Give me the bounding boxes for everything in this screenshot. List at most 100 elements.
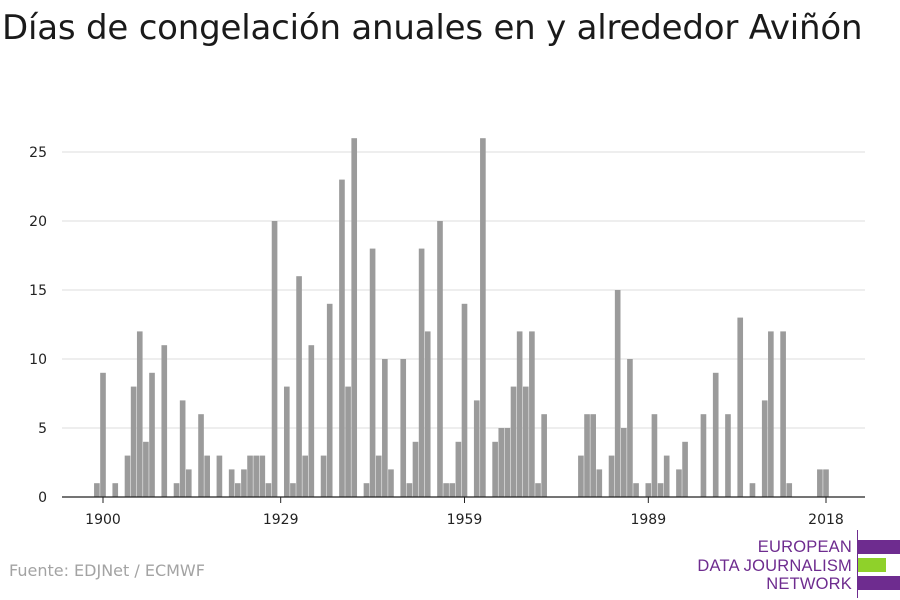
logo-line-3: NETWORK [766,575,852,593]
logo-divider [857,530,858,598]
bar [198,414,204,497]
bar [768,331,774,497]
bar [143,441,149,497]
bar [584,414,590,497]
bar [492,441,498,497]
logo-line-1: EUROPEAN [757,538,852,556]
bar [265,483,272,497]
bar [271,221,278,497]
y-tick-label: 10 [29,352,47,368]
bar [136,331,143,497]
bar [473,400,480,497]
y-tick-label: 0 [38,490,47,506]
bar [510,386,517,497]
bar [455,441,462,497]
bar [418,248,425,497]
bar [412,441,419,497]
bar [461,303,468,497]
bar [657,483,664,497]
bar [424,331,431,497]
bar [725,414,731,497]
bar [437,221,443,497]
bar [633,483,639,497]
bar [296,276,302,497]
bar [100,372,106,497]
bar [516,331,523,497]
bar [320,455,327,497]
bar [529,331,535,497]
bar [185,469,192,497]
x-tick-label: 1989 [630,512,666,528]
logo-bar-top [858,540,900,554]
bar [388,469,394,497]
x-tick-label: 2018 [808,512,844,528]
bar [382,359,388,497]
bar [749,483,756,497]
bar [608,455,615,497]
bar [651,414,658,497]
y-tick-label: 15 [29,283,47,299]
bar [823,469,829,497]
bar [94,483,100,497]
bar [259,455,266,497]
bar [590,414,596,497]
bar [663,455,670,497]
bars-group [94,138,829,497]
bar [247,455,253,497]
bar [290,483,296,497]
bar [761,400,768,497]
bar [535,483,541,497]
bar [326,303,333,497]
bar [541,414,547,497]
bar [400,359,407,497]
bar [130,386,137,497]
logo-bar-middle [858,558,886,572]
bar [241,469,247,497]
bar [253,455,259,497]
bar [173,483,180,497]
bar [363,483,370,497]
bar [627,359,633,497]
bar [406,483,413,497]
edjnet-logo: EUROPEAN DATA JOURNALISM NETWORK [697,530,900,598]
y-tick-label: 20 [29,214,47,230]
bar [614,290,621,497]
bar [712,372,719,497]
logo-line-2: DATA JOURNALISM [697,556,852,575]
y-tick-label: 5 [38,421,47,437]
bar [283,386,290,497]
bar [308,345,315,497]
bar [302,455,309,497]
bar [578,455,584,497]
bar [786,483,793,497]
bar [676,469,682,497]
bar [449,483,456,497]
bar [161,345,168,497]
bar [149,372,155,497]
bar [700,414,707,497]
axes-group: 0 5 10 15 20 25 1900 1929 1959 1989 2018 [29,145,865,528]
bar [351,138,358,497]
bar [780,331,786,497]
x-tick-label: 1929 [263,512,299,528]
bar [339,179,345,497]
bar [443,483,449,497]
bar [504,428,511,497]
bar [596,469,603,497]
source-note: Fuente: EDJNet / ECMWF [9,561,205,580]
bar [480,138,486,497]
bar [124,455,131,497]
bar [228,469,235,497]
bar [737,317,744,497]
bar [522,386,529,497]
chart-title: Días de congelación anuales en y alreded… [2,8,863,48]
bar [817,469,823,497]
bar [620,428,627,497]
bar [204,455,210,497]
bar [369,248,376,497]
bar [375,455,382,497]
x-tick-label: 1900 [85,512,121,528]
bar [645,483,652,497]
bar [682,441,688,497]
